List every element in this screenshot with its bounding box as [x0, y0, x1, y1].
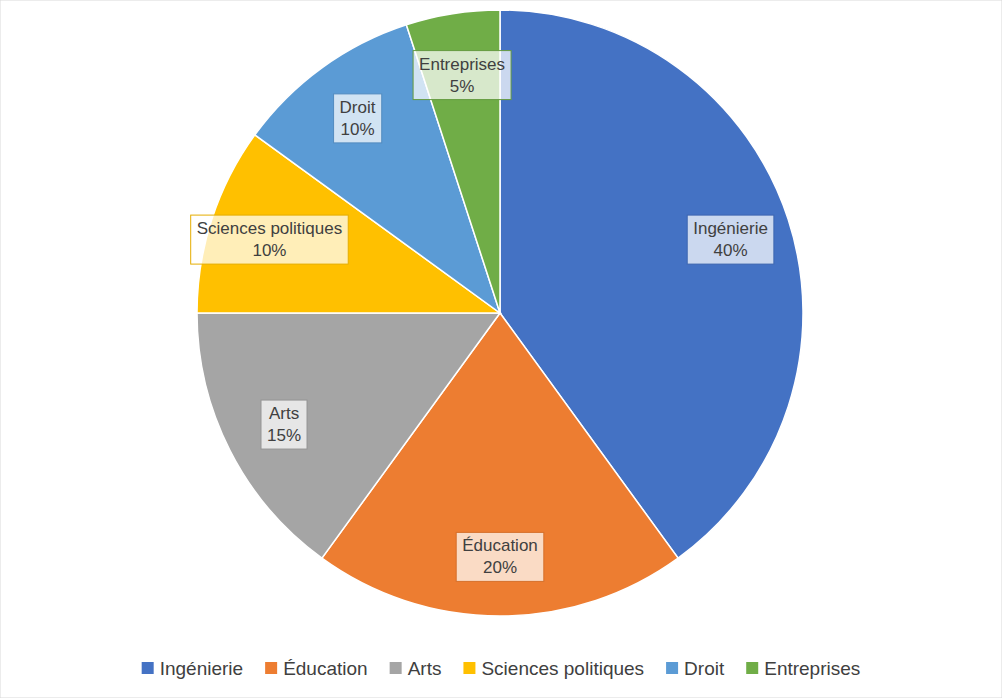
label-value: 40%	[714, 241, 748, 260]
legend-swatch	[142, 662, 154, 674]
data-label: Sciences politiques 10%	[191, 215, 349, 264]
data-label: Ingénierie 40%	[687, 215, 774, 264]
chart: Ingénierie 40% Éducation 20% Arts 15% Sciences…	[0, 0, 1002, 698]
label-category: Éducation	[462, 536, 538, 555]
label-text: Ingénierie 40%	[693, 219, 768, 260]
label-category: Entreprises	[419, 55, 505, 74]
legend-label: Éducation	[283, 658, 368, 679]
label-category: Sciences politiques	[197, 219, 343, 238]
label-value: 10%	[341, 120, 375, 139]
legend-swatch	[463, 662, 475, 674]
legend-label: Arts	[408, 658, 442, 679]
legend-label: Ingénierie	[160, 658, 243, 679]
label-category: Ingénierie	[693, 219, 768, 238]
label-category: Droit	[340, 98, 376, 117]
data-label: Droit 10%	[334, 94, 382, 143]
legend-swatch	[746, 662, 758, 674]
legend-item: Droit	[666, 658, 725, 679]
legend-item: Entreprises	[746, 658, 860, 679]
legend-swatch	[265, 662, 277, 674]
label-box	[413, 51, 511, 100]
legend-item: Ingénierie	[142, 658, 243, 679]
label-box	[261, 400, 307, 449]
pie	[197, 10, 803, 616]
label-value: 20%	[483, 558, 517, 577]
label-category: Arts	[269, 404, 299, 423]
legend-swatch	[390, 662, 402, 674]
label-box	[334, 94, 382, 143]
label-value: 5%	[450, 77, 475, 96]
label-box	[456, 532, 544, 581]
slice	[197, 313, 500, 558]
legend-swatch	[666, 662, 678, 674]
legend-label: Sciences politiques	[481, 658, 644, 679]
label-text: Entreprises 5%	[419, 55, 505, 96]
label-text: Droit 10%	[340, 98, 376, 139]
label-text: Éducation 20%	[462, 536, 538, 577]
legend: Ingénierie Éducation Arts Sciences politiqu…	[142, 658, 861, 679]
legend-label: Droit	[684, 658, 725, 679]
data-label: Éducation 20%	[456, 532, 544, 581]
data-label: Arts 15%	[261, 400, 307, 449]
label-text: Sciences politiques 10%	[197, 219, 343, 260]
legend-item: Arts	[390, 658, 442, 679]
legend-item: Sciences politiques	[463, 658, 644, 679]
label-text: Arts 15%	[267, 404, 301, 445]
label-value: 15%	[267, 426, 301, 445]
label-box	[687, 215, 774, 264]
background	[0, 0, 1002, 698]
data-label: Entreprises 5%	[413, 51, 511, 100]
data-labels: Ingénierie 40% Éducation 20% Arts 15% Sciences…	[191, 51, 774, 582]
legend-label: Entreprises	[764, 658, 860, 679]
legend-item: Éducation	[265, 658, 368, 679]
label-value: 10%	[252, 241, 286, 260]
label-box	[191, 215, 349, 264]
